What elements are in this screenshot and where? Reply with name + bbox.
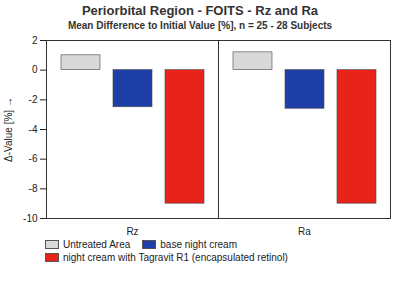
svg-text:2: 2 [32,35,38,46]
html-text:base night cream: base night cream [160,239,237,250]
svg-text:Δ-Value [%] →: Δ-Value [%] → [3,97,14,162]
html-text:night cream with Tagravit R1 (: night cream with Tagravit R1 (encapsulat… [63,252,288,263]
svg-text:-6: -6 [29,153,38,164]
html-text:Mean Difference to Initial Val: Mean Difference to Initial Value [%], n … [67,20,333,31]
svg-text:-10: -10 [23,213,38,224]
html-text:Untreated Area: Untreated Area [63,239,131,250]
html-text:Periorbital Region - FOITS - R: Periorbital Region - FOITS - Rz and Ra [81,3,319,18]
svg-text:0: 0 [32,64,38,75]
svg-text:Ra: Ra [298,226,311,237]
svg-text:-8: -8 [29,183,38,194]
svg-text:-2: -2 [29,94,38,105]
svg-text:Rz: Rz [126,226,138,237]
svg-text:-4: -4 [29,124,38,135]
